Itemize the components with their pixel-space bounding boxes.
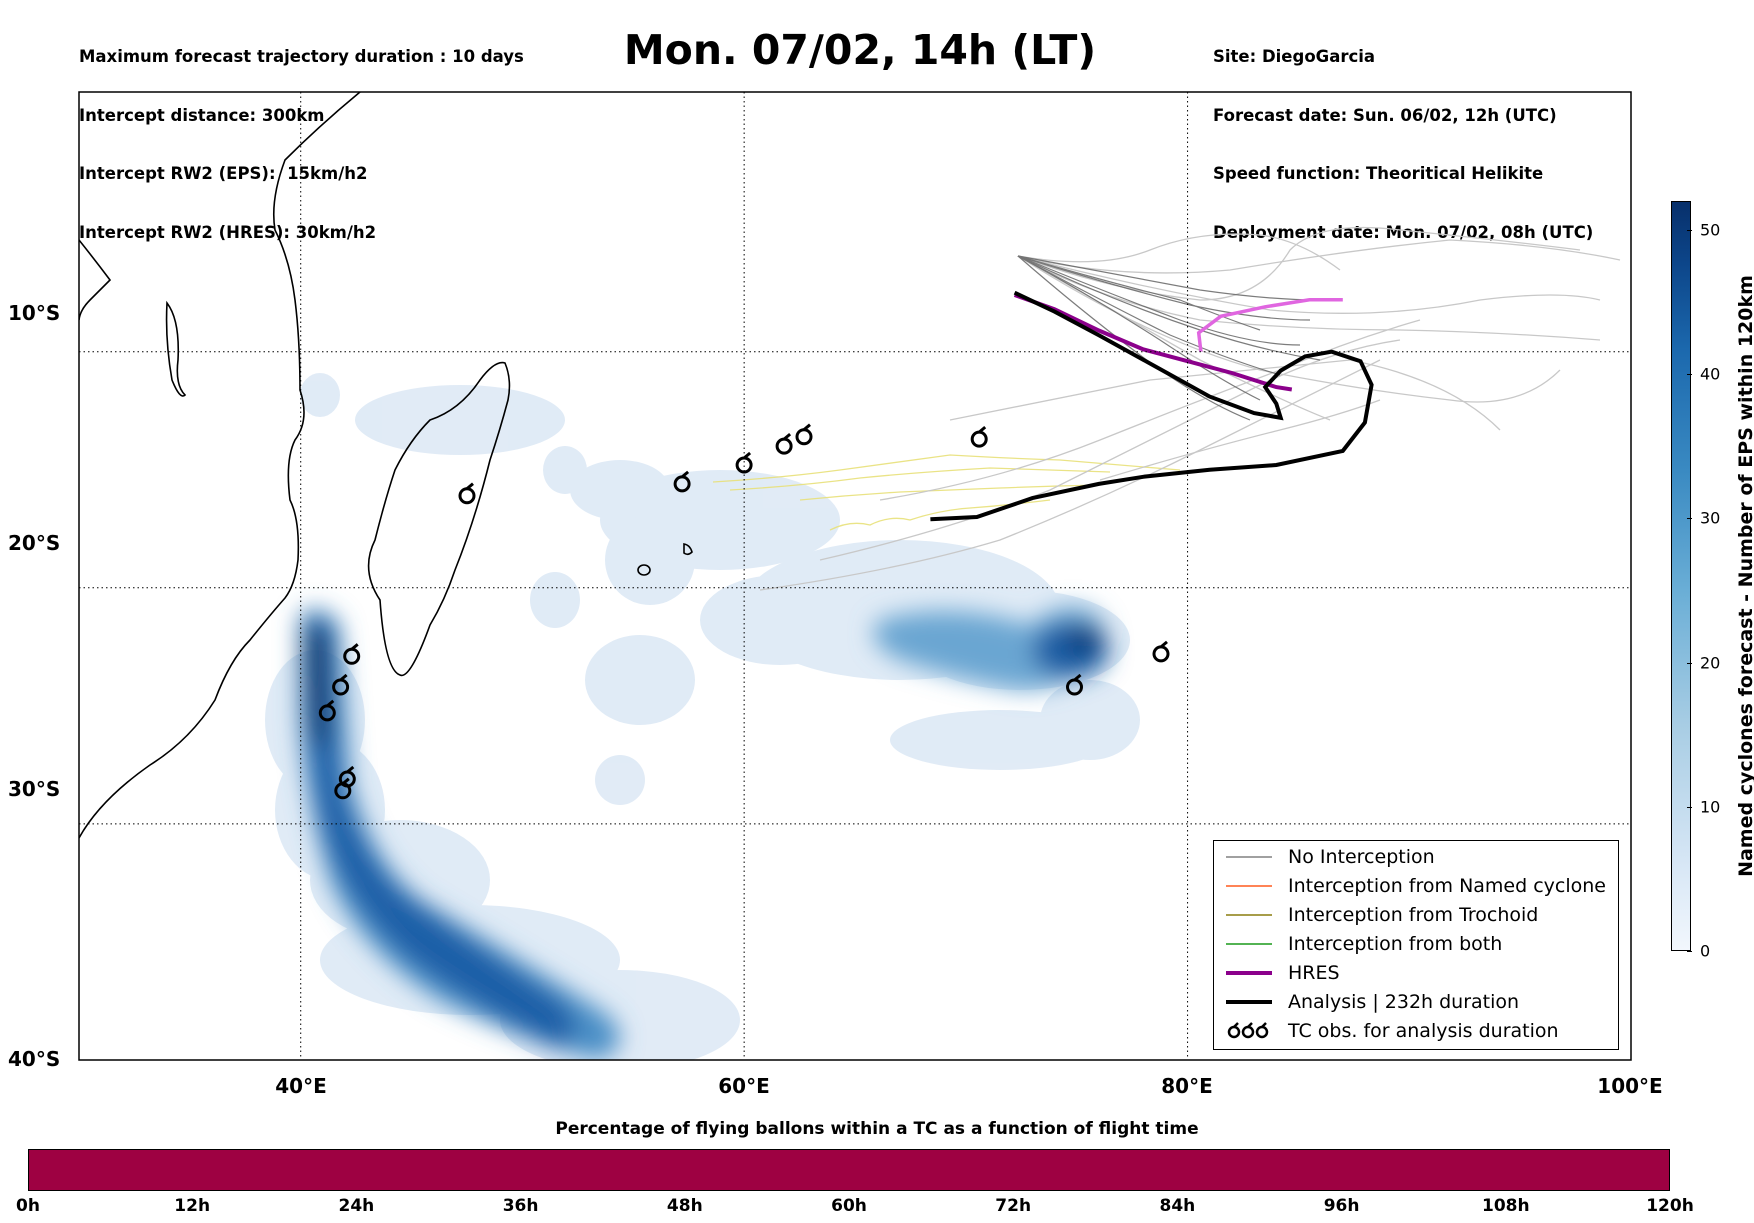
tc-obs-icon	[735, 451, 753, 474]
colorbar-tick-mark	[1687, 518, 1692, 520]
tc-obs-icon	[332, 673, 350, 696]
trochoid-trajectories	[712, 454, 1181, 531]
flight-bar-tick-label: 36h	[502, 1196, 539, 1216]
colorbar-tick-label: 10	[1700, 797, 1721, 817]
legend-item: Interception from Named cyclone	[1226, 872, 1606, 900]
legend-item: HRES	[1226, 959, 1340, 987]
tc-observations	[318, 423, 1170, 800]
flight-bar-title: Percentage of flying ballons within a TC…	[555, 1119, 1199, 1139]
lat-label: 40°S	[8, 1047, 61, 1071]
tc-obs-icon	[1152, 640, 1170, 663]
lon-label: 60°E	[718, 1074, 770, 1098]
coastlines	[79, 92, 693, 839]
colorbar-tick-label: 20	[1700, 653, 1721, 673]
header-line: Site: DiegoGarcia	[1213, 47, 1376, 66]
flight-bar	[28, 1149, 1670, 1191]
legend-label: Analysis | 232h duration	[1288, 991, 1520, 1013]
colorbar-tick-mark	[1687, 951, 1692, 952]
legend-item: Analysis | 232h duration	[1226, 988, 1519, 1016]
tc-obs-icon	[673, 470, 691, 493]
colorbar-tick-label: 0	[1700, 941, 1711, 961]
legend-label: Interception from both	[1288, 933, 1503, 955]
header-line: Speed function: Theoritical Helikite	[1213, 164, 1544, 183]
flight-bar-tick-label: 108h	[1482, 1196, 1530, 1216]
colorbar-tick-mark	[1687, 374, 1692, 376]
colorbar-tick-mark	[1687, 806, 1692, 808]
tc-obs-icon	[334, 777, 352, 800]
tc-symbol-icon	[1227, 1022, 1269, 1039]
eps-trajectories-dark	[1017, 255, 1321, 421]
header-line: Intercept RW2 (EPS): 15km/h2	[79, 164, 368, 183]
flight-bar-tick-label: 96h	[1323, 1196, 1360, 1216]
lon-label: 40°E	[275, 1074, 327, 1098]
legend-label: Interception from Named cyclone	[1288, 875, 1606, 897]
lon-label: 100°E	[1597, 1074, 1663, 1098]
legend-label: TC obs. for analysis duration	[1288, 1020, 1559, 1042]
header-line: Maximum forecast trajectory duration : 1…	[79, 47, 524, 66]
legend: No Interception Interception from Named …	[1213, 840, 1619, 1050]
flight-bar-tick-label: 24h	[338, 1196, 375, 1216]
colorbar	[1671, 201, 1691, 951]
header-line: Intercept distance: 300km	[79, 105, 325, 125]
lon-label: 80°E	[1161, 1074, 1213, 1098]
header-line: Intercept RW2 (HRES): 30km/h2	[79, 222, 377, 242]
legend-item: Interception from Trochoid	[1226, 901, 1538, 929]
analysis-track	[930, 290, 1374, 522]
colorbar-tick-mark	[1687, 662, 1692, 664]
header-left-info: Maximum forecast trajectory duration : 1…	[79, 8, 524, 262]
map-grid	[79, 92, 1631, 1060]
flight-bar-tick-label: 0h	[16, 1196, 40, 1216]
tc-obs-icon	[970, 425, 988, 448]
tc-obs-icon	[318, 699, 336, 722]
legend-item: No Interception	[1226, 843, 1435, 871]
header-line: Forecast date: Sun. 06/02, 12h (UTC)	[1213, 105, 1557, 125]
lat-label: 30°S	[8, 777, 61, 801]
map-frame	[78, 91, 1632, 1061]
flight-bar-tick-label: 48h	[666, 1196, 703, 1216]
lat-label: 20°S	[8, 531, 61, 555]
header-line: Deployment date: Mon. 07/02, 08h (UTC)	[1213, 222, 1594, 242]
lat-label: 10°S	[8, 301, 61, 325]
colorbar-tick-label: 50	[1700, 220, 1721, 240]
flight-bar-tick-label: 84h	[1159, 1196, 1196, 1216]
flight-bar-tick-label: 60h	[831, 1196, 867, 1216]
map-title: Mon. 07/02, 14h (LT)	[623, 26, 1097, 74]
tc-obs-icon	[795, 423, 813, 446]
flight-bar-tick-label: 12h	[174, 1196, 211, 1216]
legend-item: TC obs. for analysis duration	[1226, 1017, 1559, 1045]
colorbar-tick-label: 30	[1700, 508, 1721, 528]
colorbar-tick-label: 40	[1700, 364, 1721, 384]
legend-label: HRES	[1288, 962, 1340, 984]
legend-item: Interception from both	[1226, 930, 1502, 958]
colorbar-label: Named cyclones forecast - Number of EPS …	[1735, 275, 1754, 877]
legend-label: Interception from Trochoid	[1288, 904, 1539, 926]
tc-obs-icon	[1066, 673, 1083, 696]
header-right-info: Site: DiegoGarcia Forecast date: Sun. 06…	[1213, 8, 1593, 262]
legend-label: No Interception	[1288, 846, 1435, 868]
tc-obs-icon	[458, 482, 476, 505]
flight-bar-tick-label: 120h	[1646, 1196, 1694, 1216]
tc-obs-icon	[343, 643, 361, 665]
density-shading	[265, 373, 1140, 1060]
colorbar-tick-mark	[1687, 229, 1692, 231]
flight-bar-tick-label: 72h	[995, 1196, 1032, 1216]
tc-obs-icon	[775, 432, 793, 455]
eps-trajectories-light	[759, 226, 1621, 591]
pink-track	[1196, 298, 1343, 352]
